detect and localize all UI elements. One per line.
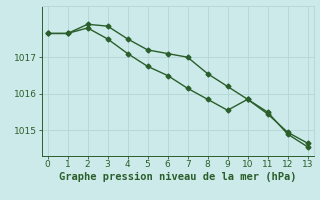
X-axis label: Graphe pression niveau de la mer (hPa): Graphe pression niveau de la mer (hPa) <box>59 172 296 182</box>
